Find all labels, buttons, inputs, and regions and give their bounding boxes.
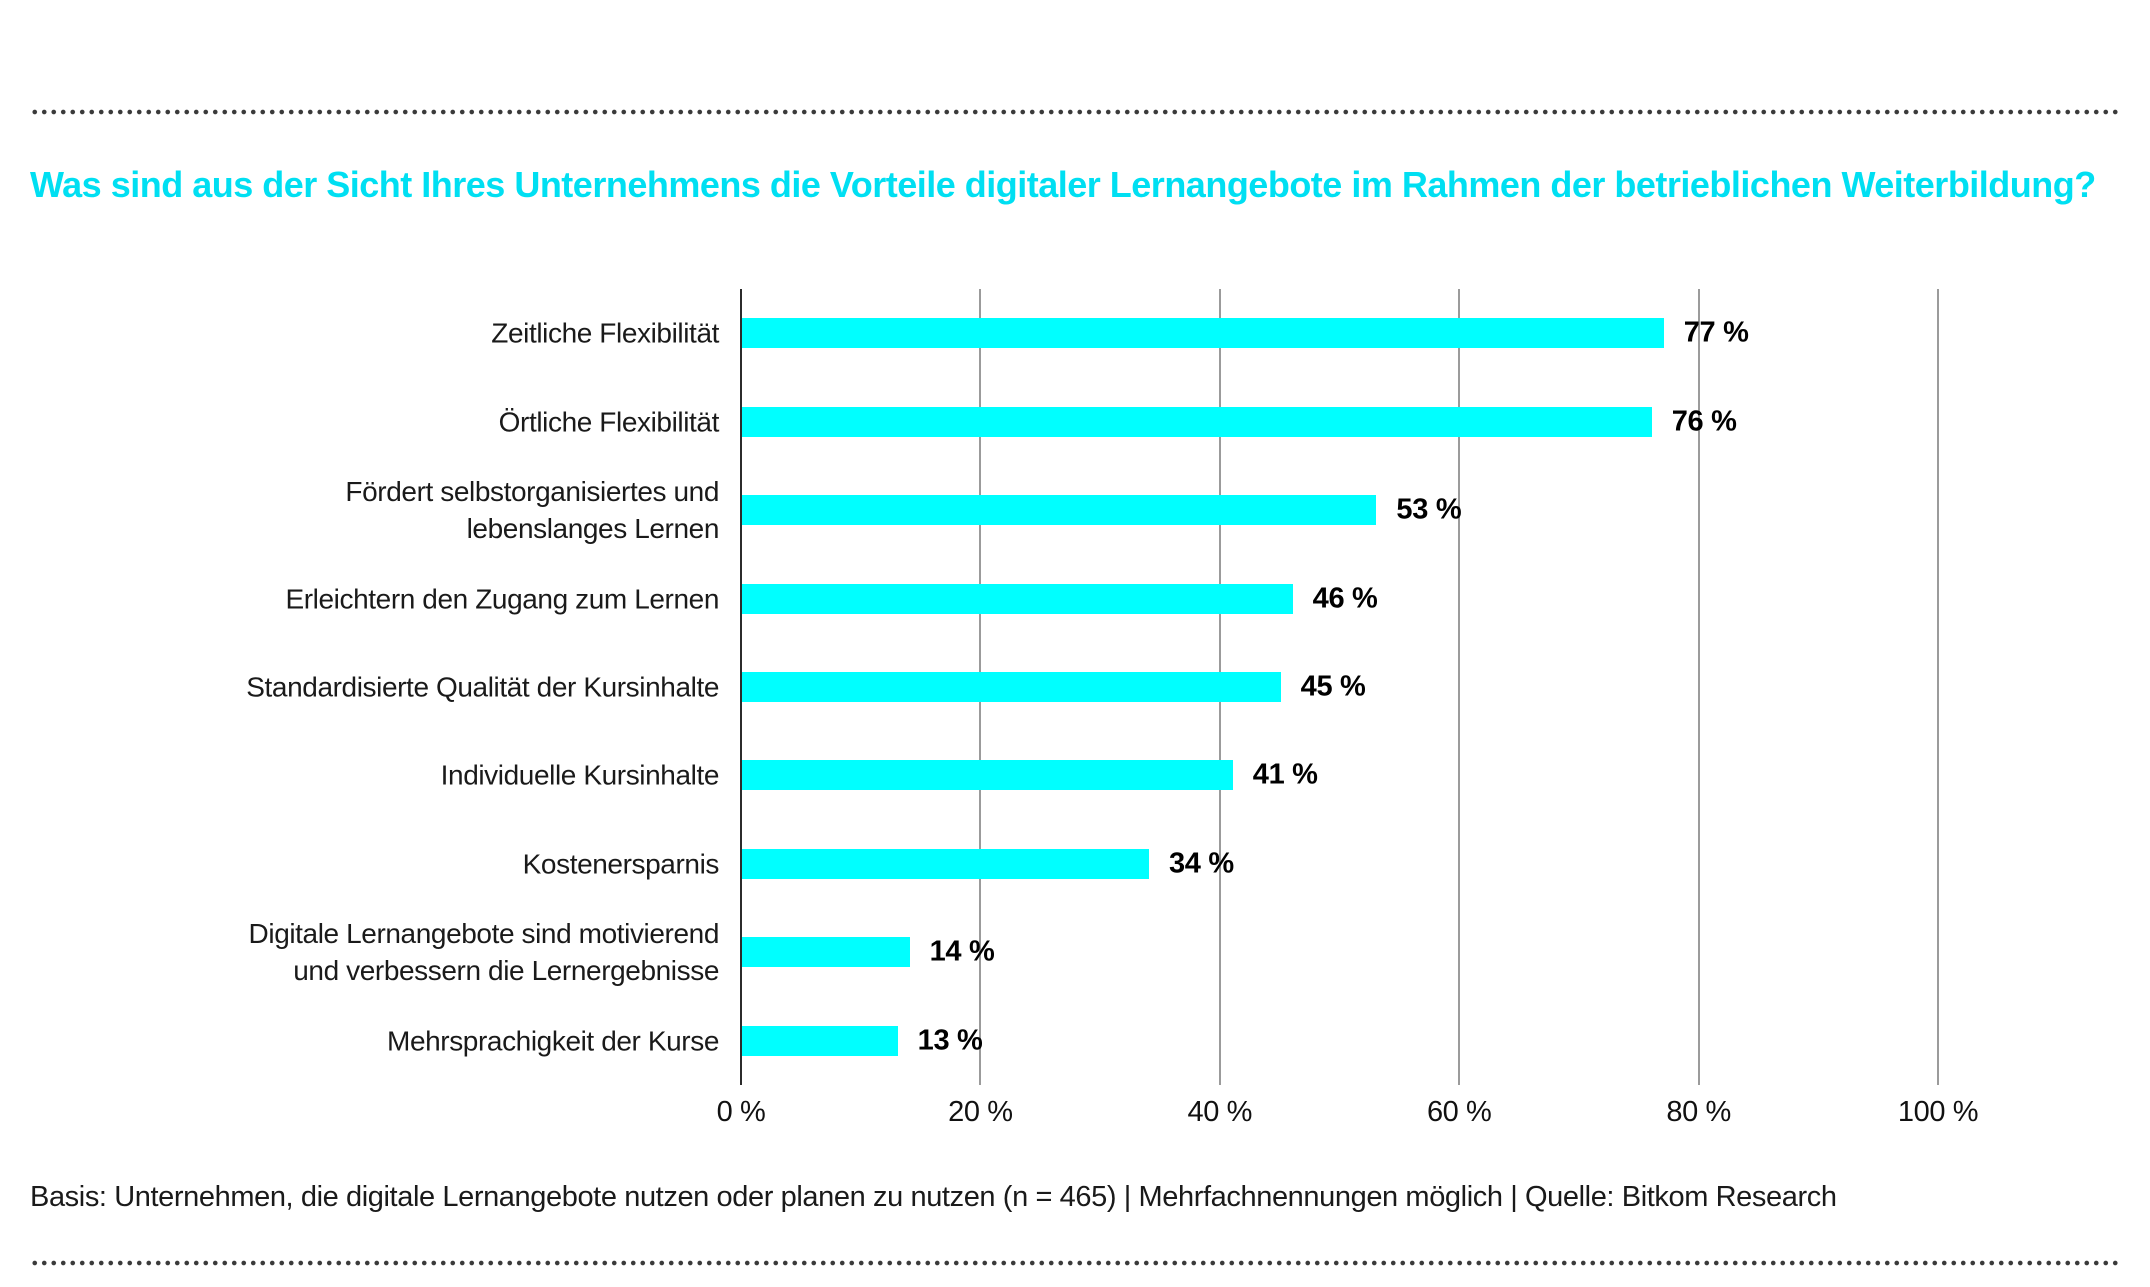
- x-tick-label-80: 80 %: [1666, 1096, 1731, 1128]
- bar: [742, 406, 1652, 437]
- bar: [742, 1025, 898, 1056]
- bottom-dotted-divider: [30, 1260, 2120, 1266]
- bar-value-label: 45 %: [1300, 670, 1366, 703]
- chart-footnote: Basis: Unternehmen, die digitale Lernang…: [30, 1181, 1837, 1213]
- bar: [742, 495, 1377, 526]
- gridline-100: [1937, 289, 1939, 1085]
- category-label: Standardisierte Qualität der Kursinhalte: [246, 671, 719, 703]
- category-label: Fördert selbstorganisiertes und lebensla…: [345, 476, 719, 545]
- category-label: Zeitliche Flexibilität: [491, 317, 719, 349]
- category-label: Individuelle Kursinhalte: [440, 759, 720, 791]
- bar-value-label: 41 %: [1252, 758, 1318, 791]
- bar: [742, 937, 910, 968]
- bar-value-label: 77 %: [1683, 316, 1749, 349]
- bar: [742, 848, 1149, 879]
- chart-title: Was sind aus der Sicht Ihres Unternehmen…: [30, 164, 2096, 205]
- category-label: Kostenersparnis: [522, 848, 720, 880]
- bar: [742, 318, 1664, 349]
- bar-value-label: 13 %: [917, 1024, 983, 1057]
- bar-value-label: 53 %: [1396, 493, 1462, 526]
- bar-value-label: 46 %: [1312, 582, 1378, 615]
- bar: [742, 672, 1281, 702]
- x-tick-label-20: 20 %: [948, 1096, 1013, 1128]
- x-axis-line: [740, 289, 742, 1085]
- bar-value-label: 76 %: [1671, 405, 1737, 438]
- bar-value-label: 34 %: [1168, 847, 1234, 880]
- gridline-80: [1697, 289, 1700, 1085]
- category-label: Erleichtern den Zugang zum Lernen: [285, 583, 719, 615]
- x-tick-label-0: 0 %: [716, 1096, 766, 1128]
- category-label: Mehrsprachigkeit der Kurse: [387, 1025, 719, 1057]
- bar: [742, 583, 1293, 614]
- category-label: Digitale Lernangebote sind motivierend u…: [248, 918, 720, 987]
- bar-value-label: 14 %: [929, 935, 995, 968]
- bar: [742, 760, 1233, 791]
- x-tick-label-60: 60 %: [1426, 1096, 1492, 1128]
- x-tick-label-40: 40 %: [1187, 1096, 1253, 1128]
- gridline-60: [1458, 289, 1461, 1085]
- x-tick-label-100: 100 %: [1897, 1096, 1979, 1128]
- top-dotted-divider: [30, 109, 2120, 115]
- category-label: Örtliche Flexibilität: [498, 406, 720, 438]
